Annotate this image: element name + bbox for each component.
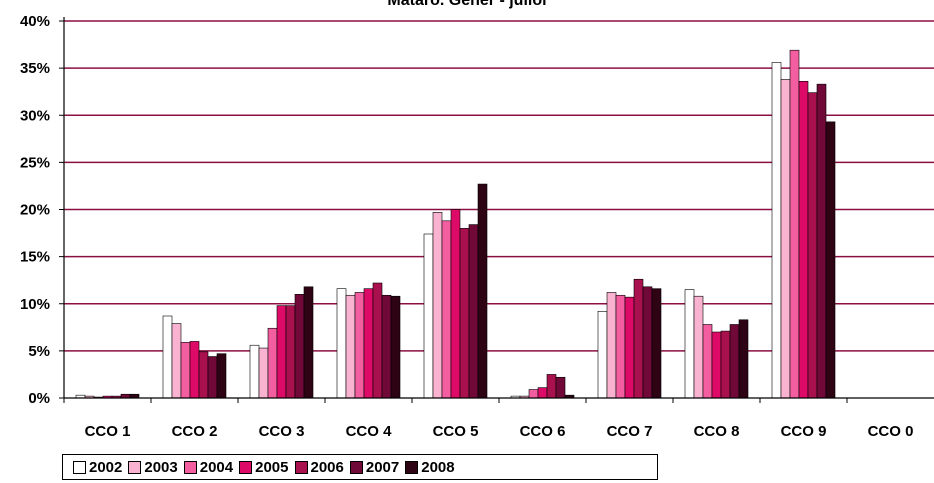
- legend-label: 2004: [199, 458, 234, 476]
- legend-label: 2002: [89, 458, 123, 476]
- y-tick-label: 0%: [28, 390, 50, 407]
- bar-2008-cco8: [738, 319, 749, 399]
- bar-2007-cco2: [207, 356, 218, 399]
- bar-2005-cco4: [363, 288, 374, 399]
- bar-2006-cco5: [459, 228, 470, 399]
- bar-2002-cco2: [162, 315, 173, 399]
- bar-2004-cco6: [528, 389, 539, 399]
- x-tick-label: CCO 8: [694, 423, 740, 440]
- legend-item: 2007: [349, 458, 400, 476]
- bar-2005-cco8: [711, 331, 722, 399]
- bar-2004-cco5: [441, 220, 452, 399]
- bar-2003-cco9: [780, 79, 791, 399]
- legend-swatch-2003: [128, 460, 142, 474]
- bar-2007-cco4: [381, 294, 392, 399]
- legend-swatch-2005: [239, 460, 253, 474]
- bar-2006-cco7: [633, 278, 644, 399]
- x-tick-label: CCO 9: [781, 423, 827, 440]
- x-tick-label: CCO 1: [85, 423, 131, 440]
- legend-item: 2003: [128, 458, 178, 476]
- y-tick-label: 5%: [28, 343, 50, 360]
- bar-2008-cco4: [390, 295, 401, 399]
- chart-legend: 2002 2003 2004 2005 2006 2007 2008: [62, 454, 658, 480]
- bar-2003-cco4: [345, 294, 356, 399]
- y-tick-label: 10%: [20, 296, 50, 313]
- y-tick-label: 25%: [20, 154, 50, 171]
- bar-2003-cco8: [693, 295, 704, 399]
- x-tick-label: CCO 0: [868, 423, 914, 440]
- y-tick-label: 20%: [20, 202, 50, 219]
- bar-2006-cco9: [807, 92, 818, 399]
- x-tick-label: CCO 4: [346, 423, 393, 440]
- bar-2008-cco5: [477, 183, 488, 399]
- bar-2007-cco3: [294, 294, 305, 399]
- legend-label: 2003: [144, 458, 178, 476]
- legend-swatch-2007: [349, 460, 363, 474]
- bar-2008-cco3: [303, 286, 314, 399]
- bar-2002-cco7: [597, 310, 608, 399]
- y-tick-label: 30%: [20, 107, 50, 124]
- bar-2003-cco7: [606, 292, 617, 399]
- bar-2008-cco2: [216, 353, 227, 399]
- x-tick-label: CCO 3: [259, 423, 305, 440]
- bar-2003-cco3: [258, 347, 269, 399]
- legend-item: 2004: [183, 458, 234, 476]
- bar-2004-cco2: [180, 342, 191, 399]
- bar-2004-cco8: [702, 324, 713, 399]
- legend-item: 2008: [405, 458, 455, 476]
- x-tick-label: CCO 5: [433, 423, 479, 440]
- x-tick-label: CCO 7: [607, 423, 653, 440]
- legend-label: 2008: [421, 458, 455, 476]
- bar-2006-cco2: [198, 351, 209, 399]
- bar-2003-cco2: [171, 323, 182, 399]
- legend-swatch-2002: [73, 460, 86, 474]
- bar-2005-cco6: [537, 387, 548, 399]
- y-tick-label: 15%: [20, 249, 50, 266]
- legend-label: 2005: [255, 458, 289, 476]
- bar-2007-cco8: [729, 324, 740, 399]
- bar-2005-cco5: [450, 209, 461, 399]
- bar-2002-cco4: [336, 288, 347, 399]
- bar-2007-cco9: [816, 83, 827, 399]
- legend-item: 2006: [294, 458, 344, 476]
- legend-item: 2005: [239, 458, 289, 476]
- y-tick-label: 35%: [20, 60, 50, 77]
- bar-2005-cco9: [798, 81, 809, 399]
- bar-2006-cco8: [720, 330, 731, 399]
- bar-2002-cco3: [249, 344, 260, 399]
- y-tick-label: 40%: [20, 13, 50, 30]
- bar-2002-cco5: [423, 233, 434, 399]
- bar-2007-cco5: [468, 224, 479, 399]
- bar-2002-cco9: [771, 62, 782, 399]
- legend-swatch-2008: [405, 460, 419, 474]
- bar-2004-cco9: [789, 49, 800, 399]
- bar-2008-cco9: [825, 121, 836, 399]
- x-tick-label: CCO 2: [172, 423, 218, 440]
- bar-2002-cco8: [684, 289, 695, 399]
- bar-2006-cco6: [546, 374, 557, 399]
- bar-2005-cco3: [276, 305, 287, 399]
- legend-swatch-2004: [183, 460, 197, 474]
- bar-2004-cco3: [267, 327, 278, 399]
- legend-label: 2007: [365, 458, 400, 476]
- bar-2007-cco7: [642, 286, 653, 399]
- bar-2007-cco6: [555, 376, 566, 399]
- bar-2008-cco7: [651, 288, 662, 399]
- legend-label: 2006: [310, 458, 344, 476]
- legend-item: 2002: [73, 459, 122, 476]
- bar-2006-cco3: [285, 305, 296, 399]
- bar-2006-cco4: [372, 282, 383, 399]
- legend-swatch-2006: [294, 460, 308, 474]
- bar-2005-cco7: [624, 296, 635, 399]
- bar-2003-cco5: [432, 212, 443, 399]
- x-tick-label: CCO 6: [520, 423, 566, 440]
- bar-2004-cco4: [354, 292, 365, 399]
- chart-title: Mataró. Gener - juliol: [387, 0, 546, 9]
- bar-2005-cco2: [189, 341, 200, 399]
- bar-2004-cco7: [615, 294, 626, 399]
